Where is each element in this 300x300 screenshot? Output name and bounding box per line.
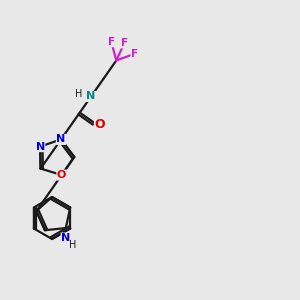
Text: F: F — [131, 49, 138, 59]
Text: O: O — [94, 118, 105, 131]
Text: H: H — [75, 89, 83, 100]
Text: N: N — [36, 142, 45, 152]
Text: O: O — [57, 170, 66, 180]
Text: F: F — [108, 37, 115, 47]
Text: N: N — [61, 233, 70, 243]
Text: N: N — [86, 92, 96, 101]
Text: F: F — [121, 38, 128, 48]
Text: N: N — [56, 134, 66, 144]
Text: H: H — [69, 240, 76, 250]
